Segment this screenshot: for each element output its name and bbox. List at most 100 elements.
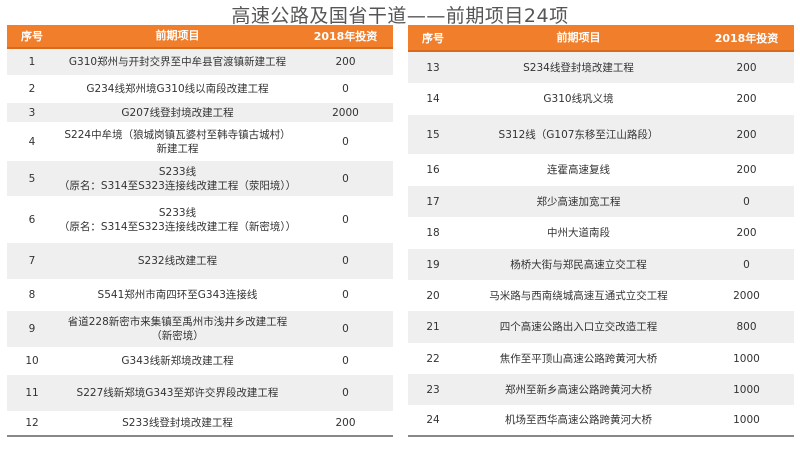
table-row: 17 郑少高速加宽工程 0 xyxy=(408,186,794,217)
table-row: 1 G310郑州与开封交界至中牟县官渡镇新建工程 200 xyxy=(7,49,393,75)
investment-value: 2000 xyxy=(332,106,359,119)
row-number: 6 xyxy=(28,213,36,226)
table-row: 12 S233线登封境改建工程 200 xyxy=(7,411,393,435)
row-number: 4 xyxy=(28,135,36,148)
table-row: 15 S312线（G107东移至江山路段） 200 xyxy=(408,115,794,154)
investment-value: 0 xyxy=(342,135,349,148)
row-number: 12 xyxy=(25,417,39,429)
projects-table-right: 序号 前期项目 2018年投资 13 S234线登封境改建工程 200 14 G310线… xyxy=(408,25,794,437)
row-number: 19 xyxy=(426,258,440,271)
investment-value: 0 xyxy=(342,213,349,226)
project-name: G310郑州与开封交界至中牟县官渡镇新建工程 xyxy=(68,56,287,68)
investment-value: 200 xyxy=(736,93,757,105)
table-row: 8 S541郑州市南四环至G343连接线 0 xyxy=(7,279,393,311)
project-name: G207线登封境改建工程 xyxy=(121,106,234,119)
row-number: 11 xyxy=(25,387,39,399)
project-name: S234线登封境改建工程 xyxy=(523,61,634,74)
investment-value: 1000 xyxy=(733,414,760,426)
table-row: 19 杨桥大街与郑民高速立交工程 0 xyxy=(408,249,794,280)
row-number: 8 xyxy=(28,289,36,301)
table-row: 5 S233线 （原名：S314至S323连接线改建工程（荥阳境）） 0 xyxy=(7,161,393,196)
row-number: 7 xyxy=(28,255,36,267)
investment-value: 200 xyxy=(736,164,757,176)
table-row: 2 G234线郑州境G310线以南段改建工程 0 xyxy=(7,75,393,103)
investment-value: 0 xyxy=(743,258,750,271)
project-name: G234线郑州境G310线以南段改建工程 xyxy=(86,83,269,95)
row-number: 15 xyxy=(426,128,440,141)
project-name: S233线登封境改建工程 xyxy=(122,417,233,429)
table-row: 18 中州大道南段 200 xyxy=(408,217,794,249)
investment-value: 200 xyxy=(736,128,757,141)
table-row: 16 连霍高速复线 200 xyxy=(408,154,794,186)
header-no: 序号 xyxy=(422,31,444,45)
header-investment: 2018年投资 xyxy=(714,31,779,45)
investment-value: 0 xyxy=(342,255,349,267)
project-name: S227线新郑境G343至郑许交界段改建工程 xyxy=(76,387,279,399)
header-project: 前期项目 xyxy=(155,29,200,42)
row-number: 18 xyxy=(426,227,440,239)
investment-value: 200 xyxy=(736,61,757,74)
table-row: 7 S232线改建工程 0 xyxy=(7,243,393,279)
header-project: 前期项目 xyxy=(556,30,601,44)
row-number: 14 xyxy=(426,93,440,105)
header-no: 序号 xyxy=(21,30,43,43)
project-name: 马米路与西南绕城高速互通式立交工程 xyxy=(489,289,668,302)
table-body: 13 S234线登封境改建工程 200 14 G310线巩义境 200 15 S312线（G1… xyxy=(408,52,794,435)
project-name: 郑少高速加宽工程 xyxy=(536,195,621,208)
row-number: 10 xyxy=(25,355,39,367)
row-number: 20 xyxy=(426,289,440,302)
project-name: S233线 （原名：S314至S323连接线改建工程（荥阳境）） xyxy=(58,165,297,192)
table-row: 4 S224中牟境（狼城岗镇瓦婆村至韩寺镇古城村） 新建工程 0 xyxy=(7,122,393,161)
table-row: 14 G310线巩义境 200 xyxy=(408,83,794,115)
investment-value: 200 xyxy=(335,417,356,429)
row-number: 17 xyxy=(426,195,440,208)
investment-value: 0 xyxy=(342,323,349,335)
row-number: 22 xyxy=(426,352,440,365)
investment-value: 0 xyxy=(342,172,349,185)
table-row: 23 郑州至新乡高速公路跨黄河大桥 1000 xyxy=(408,374,794,405)
row-number: 23 xyxy=(426,383,440,396)
project-name: G343线新郑境改建工程 xyxy=(121,355,234,367)
investment-value: 800 xyxy=(736,321,757,333)
project-name: S232线改建工程 xyxy=(137,255,218,267)
table-row: 22 焦作至平顶山高速公路跨黄河大桥 1000 xyxy=(408,343,794,374)
table-row: 9 省道228新密市来集镇至禹州市浅井乡改建工程 （新密境） 0 xyxy=(7,311,393,347)
project-name: S233线 （原名：S314至S323连接线改建工程（新密境）） xyxy=(58,206,297,233)
row-number: 2 xyxy=(28,83,36,95)
row-number: 16 xyxy=(426,164,440,176)
investment-value: 0 xyxy=(342,355,349,367)
project-name: S224中牟境（狼城岗镇瓦婆村至韩寺镇古城村） 新建工程 xyxy=(64,128,291,155)
investment-value: 1000 xyxy=(733,383,760,396)
table-row: 6 S233线 （原名：S314至S323连接线改建工程（新密境）） 0 xyxy=(7,196,393,243)
table-row: 21 四个高速公路出入口立交改造工程 800 xyxy=(408,311,794,343)
row-number: 13 xyxy=(426,61,440,74)
row-number: 21 xyxy=(426,321,440,333)
investment-value: 2000 xyxy=(733,289,760,302)
project-name: 中州大道南段 xyxy=(547,227,610,239)
table-row: 3 G207线登封境改建工程 2000 xyxy=(7,103,393,122)
project-name: G310线巩义境 xyxy=(543,93,614,105)
investment-value: 0 xyxy=(743,195,750,208)
table-row: 24 机场至西华高速公路跨黄河大桥 1000 xyxy=(408,405,794,435)
project-name: 机场至西华高速公路跨黄河大桥 xyxy=(505,414,652,426)
table-header: 序号 前期项目 2018年投资 xyxy=(408,25,794,52)
row-number: 5 xyxy=(28,172,36,185)
table-row: 20 马米路与西南绕城高速互通式立交工程 2000 xyxy=(408,280,794,311)
table-row: 13 S234线登封境改建工程 200 xyxy=(408,52,794,83)
page-title: 高速公路及国省干道——前期项目24项 xyxy=(231,5,569,27)
project-name: 省道228新密市来集镇至禹州市浅井乡改建工程 （新密境） xyxy=(67,316,288,342)
header-investment: 2018年投资 xyxy=(313,30,378,43)
project-name: S312线（G107东移至江山路段） xyxy=(498,128,659,141)
row-number: 24 xyxy=(426,414,440,426)
investment-value: 0 xyxy=(342,387,349,399)
row-number: 9 xyxy=(28,323,36,335)
row-number: 3 xyxy=(28,106,36,119)
investment-value: 1000 xyxy=(733,352,760,365)
table-body: 1 G310郑州与开封交界至中牟县官渡镇新建工程 200 2 G234线郑州境G310线… xyxy=(7,49,393,435)
investment-value: 200 xyxy=(736,227,757,239)
investment-value: 200 xyxy=(335,56,356,68)
project-name: 连霍高速复线 xyxy=(547,164,610,176)
projects-table-left: 序号 前期项目 2018年投资 1 G310郑州与开封交界至中牟县官渡镇新建工程 2… xyxy=(7,25,393,437)
project-name: S541郑州市南四环至G343连接线 xyxy=(97,289,258,301)
row-number: 1 xyxy=(28,56,36,68)
